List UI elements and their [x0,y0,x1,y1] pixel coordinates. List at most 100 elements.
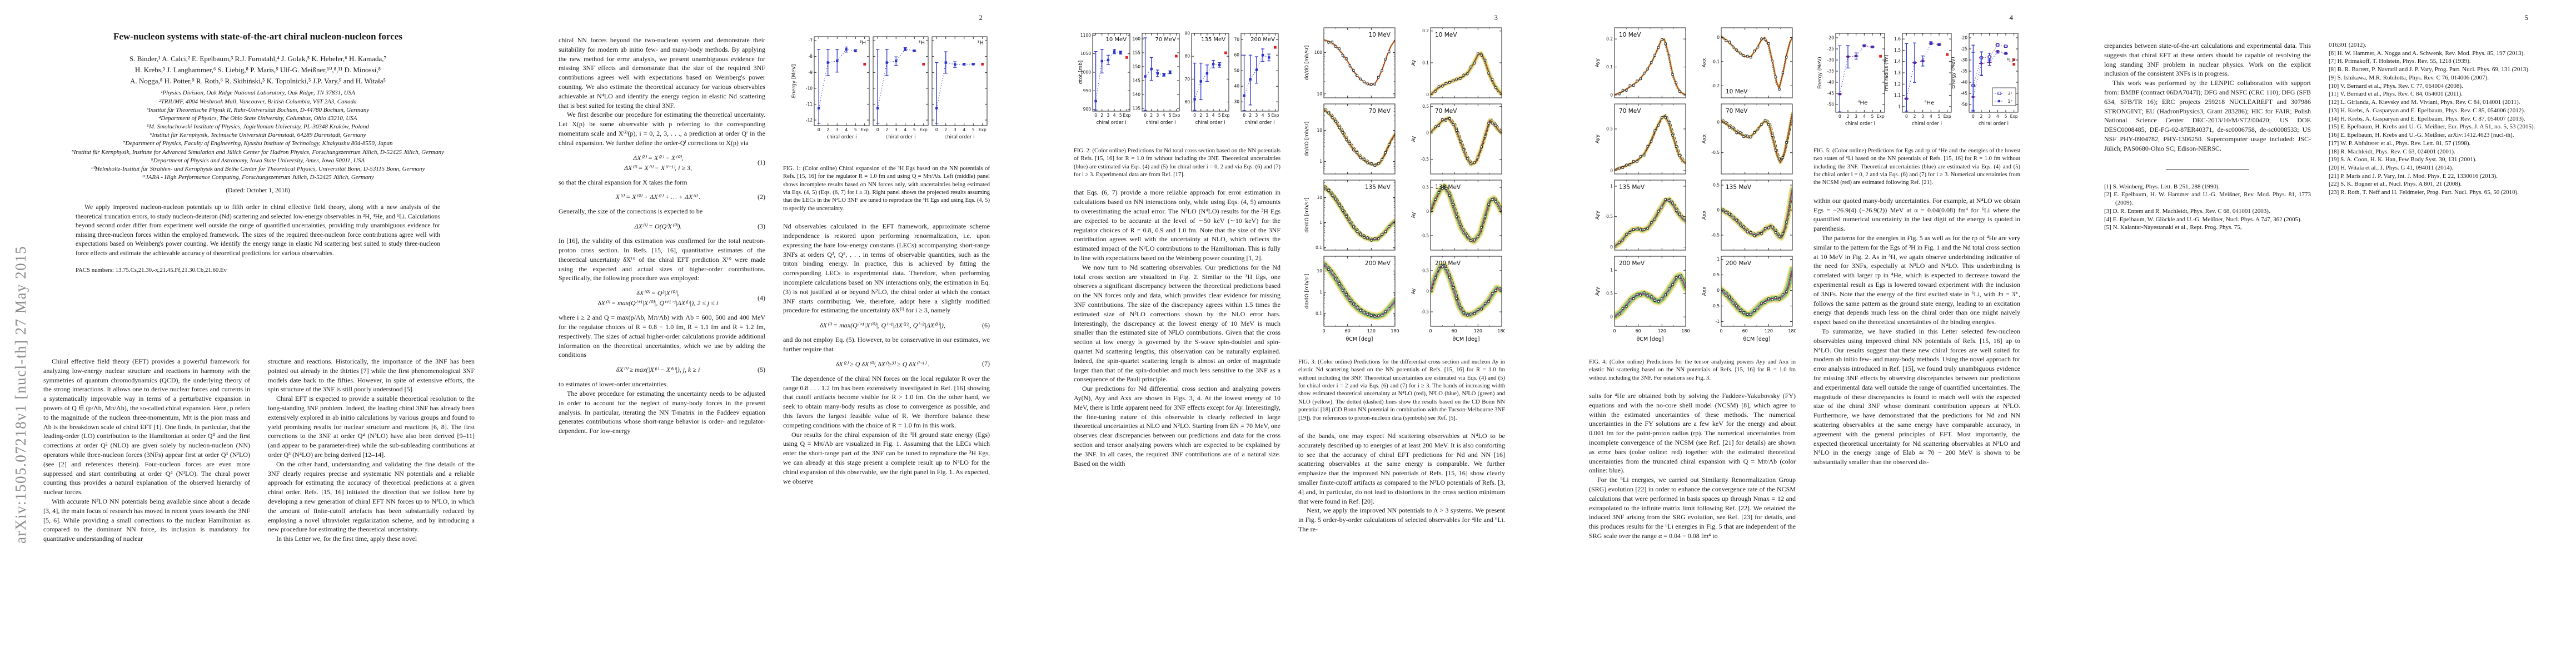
svg-text:Axx: Axx [1702,210,1707,220]
svg-text:4: 4 [1212,113,1215,118]
affiliation-line: ¹¹JARA - High Performance Computing, For… [142,174,374,181]
svg-text:4: 4 [1163,113,1165,118]
svg-text:rms radius (fm): rms radius (fm) [1884,54,1890,91]
svg-text:3: 3 [1855,114,1857,119]
page-number: 5 [2524,13,2529,22]
svg-text:150: 150 [1133,64,1141,69]
figure-caption: FIG. 2: (Color online) Predictions for N… [1074,147,1280,178]
figure-fig1: Energy [MeV] -7 -8 -9 -10 -11 -12 0 2 3 4 5 Exp chira… [783,31,990,163]
reference-item: [6] H. W. Hammer, A. Nogga and A. Schwen… [2329,49,2525,57]
svg-text:2: 2 [1980,114,1983,119]
svg-text:-35: -35 [1961,69,1967,74]
svg-text:120: 120 [1765,328,1773,334]
svg-text:200 MeV: 200 MeV [1250,37,1275,43]
reference-item: [11] V. Bernard et al., Phys. Rev. C 84,… [2329,91,2463,98]
svg-text:120: 120 [1658,328,1666,334]
svg-text:-10: -10 [806,86,813,91]
svg-text:Axx: Axx [1702,286,1707,296]
svg-text:Exp: Exp [920,127,928,132]
svg-text:-45: -45 [1961,91,1967,96]
page2-right-column: Energy [MeV] -7 -8 -9 -10 -11 -12 0 2 3 4 5 Exp chira… [783,31,990,486]
svg-text:900: 900 [1083,107,1092,112]
svg-text:2: 2 [1249,113,1252,118]
svg-text:0: 0 [1243,113,1245,118]
svg-text:Axx: Axx [1702,134,1707,143]
svg-text:30: 30 [1234,99,1239,104]
svg-text:180: 180 [1681,328,1690,334]
svg-text:160: 160 [1133,37,1141,42]
svg-text:0: 0 [1426,289,1429,294]
svg-text:Ay: Ay [1411,136,1417,142]
svg-text:120: 120 [1367,328,1376,334]
figure-fig5: -20 -25 -30 -35 -40 -45 -50 0 2 3 4 5 Exp chiral orde… [1813,27,2020,145]
pacs-line: PACS numbers: 13.75.Cs,21.30.-x,21.45.Ff… [76,267,227,274]
reference-item: [1] S. Weinberg, Phys. Lett. B 251, 288 … [2104,183,2220,190]
svg-text:4: 4 [904,127,906,132]
svg-text:10 MeV: 10 MeV [1105,37,1127,43]
abstract: We apply improved nucleon-nucleon potent… [76,203,440,257]
page1-left-column: Chiral effective field theory (EFT) prov… [43,357,250,544]
svg-text:70 MeV: 70 MeV [1435,108,1457,115]
svg-text:4: 4 [1113,113,1116,118]
svg-text:chiral order i: chiral order i [945,135,975,140]
page-number: 3 [1494,13,1498,22]
page5-right-column: 016301 (2012). [6] H. W. Hammer, A. Nogga… [2329,41,2535,197]
svg-text:1100: 1100 [1080,33,1091,38]
svg-text:Exp: Exp [1222,113,1229,118]
svg-text:⁶Li: ⁶Li [2007,58,2014,64]
author-list: S. Binder,¹ A. Calci,² E. Epelbaum,³ R.J… [43,53,472,87]
svg-text:0: 0 [818,127,820,132]
page5-left-column: crepancies between state-of-the-art calc… [2104,41,2311,232]
svg-text:2: 2 [1847,114,1850,119]
svg-text:0: 0 [935,127,938,132]
page4-left-column: 0 0.1 0.2 10 MeV Ayy 0 -0.1 -0.2 10 MeV Axx 0 0.5 70… [1589,22,1797,541]
reference-item: [9] S. Ishikawa, M.R. Robilotta, Phys. R… [2329,74,2489,81]
paper-head: Few-nucleon systems with state-of-the-ar… [43,31,472,273]
svg-text:-9: -9 [809,70,813,75]
svg-text:Exp: Exp [1172,113,1180,118]
svg-text:155: 155 [1133,51,1141,56]
svg-text:Exp: Exp [861,127,869,132]
svg-text:200 MeV: 200 MeV [1365,260,1391,267]
svg-text:0: 0 [1144,113,1147,118]
svg-text:-1: -1 [1716,319,1720,324]
svg-text:200 MeV: 200 MeV [1726,260,1752,267]
paragraph: For the ⁶Li energies, we carried out Sim… [1589,476,1796,540]
svg-text:Axx: Axx [1702,58,1707,67]
svg-text:-40: -40 [1961,80,1967,85]
svg-text:chiral order i: chiral order i [1146,120,1176,126]
reference-item: [10] V. Bernard et al., Phys. Rev. C 77,… [2329,82,2463,89]
svg-text:0.1: 0.1 [1316,311,1322,316]
figure-fig3: 10 100 10 MeV dσ/dΩ [mb/sr] 0 0.1 0.2 10 MeV Ay 1… [1298,22,1506,356]
page1-right-column: structure and reactions. Historically, t… [268,357,475,544]
svg-text:1: 1 [1319,159,1322,164]
svg-text:5: 5 [913,127,916,132]
affiliation-line: ²TRIUMF, 4004 Wesbrook Mall, Vancouver, … [159,98,357,105]
svg-text:0: 0 [1905,114,1908,119]
svg-text:60: 60 [1345,328,1351,334]
svg-text:-12: -12 [806,118,813,123]
figure-caption: FIG. 3: (Color online) Predictions for t… [1298,359,1505,421]
svg-text:3: 3 [954,127,956,132]
svg-text:Exp: Exp [1123,113,1130,118]
svg-text:1.4: 1.4 [1894,59,1901,64]
svg-text:2: 2 [826,127,829,132]
reference-item: 016301 (2012). [2329,42,2366,48]
page3-right-column: 10 100 10 MeV dσ/dΩ [mb/sr] 0 0.1 0.2 10 MeV Ay 1… [1298,22,1506,534]
reference-item: [12] L. Girlanda, A. Kievsky and M. Vivi… [2329,99,2520,106]
svg-text:-0.5: -0.5 [1711,303,1720,308]
svg-text:-30: -30 [1827,58,1834,63]
svg-text:-11: -11 [806,102,813,107]
svg-text:θCM [deg]: θCM [deg] [1346,336,1373,342]
svg-text:-0.5: -0.5 [1421,157,1429,162]
affiliation-list: ¹Physics Division, Oak Ridge National La… [43,89,472,182]
svg-text:1: 1 [1610,183,1613,188]
svg-text:-20: -20 [1961,36,1967,41]
svg-text:5: 5 [1871,114,1874,119]
svg-text:-30: -30 [1961,58,1967,63]
svg-text:Exp: Exp [1944,114,1951,119]
svg-text:0: 0 [1094,113,1097,118]
svg-text:10 MeV: 10 MeV [1619,32,1641,38]
svg-text:-7: -7 [809,38,813,43]
equation: X⁽ⁱ⁾ = X⁽⁰⁾ + ΔX⁽²⁾ + … + ΔX⁽ⁱ⁾ . (2) [615,192,765,201]
